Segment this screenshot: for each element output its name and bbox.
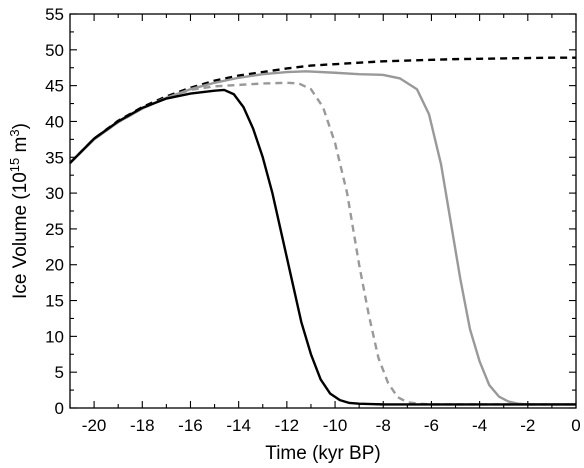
y-tick-labels: 0 5 10 15 20 25 30 35 40 45 50 55 <box>45 5 64 418</box>
x-tick-label: 0 <box>571 416 580 435</box>
axis-ticks <box>69 13 577 409</box>
y-tick-label: 25 <box>45 220 64 239</box>
x-tick-label: -18 <box>130 416 155 435</box>
y-tick-label: 35 <box>45 148 64 167</box>
plot-lines <box>69 56 576 406</box>
series-line-3 <box>69 81 576 406</box>
y-tick-label: 55 <box>45 5 64 24</box>
x-tick-labels: -20 -18 -16 -14 -12 -10 -8 -6 -4 -2 0 <box>82 416 581 435</box>
x-tick-label: -10 <box>323 416 348 435</box>
y-tick-label: 5 <box>55 363 64 382</box>
y-tick-label: 40 <box>45 112 64 131</box>
x-tick-label: -20 <box>82 416 107 435</box>
x-tick-label: -6 <box>424 416 439 435</box>
y-tick-label: 10 <box>45 327 64 346</box>
y-axis-title-close: ) <box>10 123 31 129</box>
x-tick-label: -12 <box>275 416 300 435</box>
x-tick-label: -2 <box>520 416 535 435</box>
y-tick-label: 15 <box>45 292 64 311</box>
x-tick-label: -8 <box>376 416 391 435</box>
series-line-1 <box>69 56 576 164</box>
y-tick-label: 20 <box>45 256 64 275</box>
y-axis-title-exponent: 15 <box>7 158 22 172</box>
y-axis-title-unit-exponent: 3 <box>7 129 22 136</box>
y-axis-title-unit: m <box>10 137 31 158</box>
y-tick-label: 45 <box>45 77 64 96</box>
y-axis-title-main: Ice Volume (10 <box>10 172 31 299</box>
y-axis-title: Ice Volume (1015 m3) <box>7 123 31 299</box>
series-line-2 <box>69 70 576 406</box>
y-tick-label: 30 <box>45 184 64 203</box>
x-tick-label: -4 <box>472 416 487 435</box>
x-axis-title: Time (kyr BP) <box>265 443 380 464</box>
x-tick-label: -16 <box>178 416 203 435</box>
y-tick-label: 50 <box>45 41 64 60</box>
series-line-4 <box>69 88 576 406</box>
x-tick-label: -14 <box>226 416 251 435</box>
y-tick-label: 0 <box>55 399 64 418</box>
